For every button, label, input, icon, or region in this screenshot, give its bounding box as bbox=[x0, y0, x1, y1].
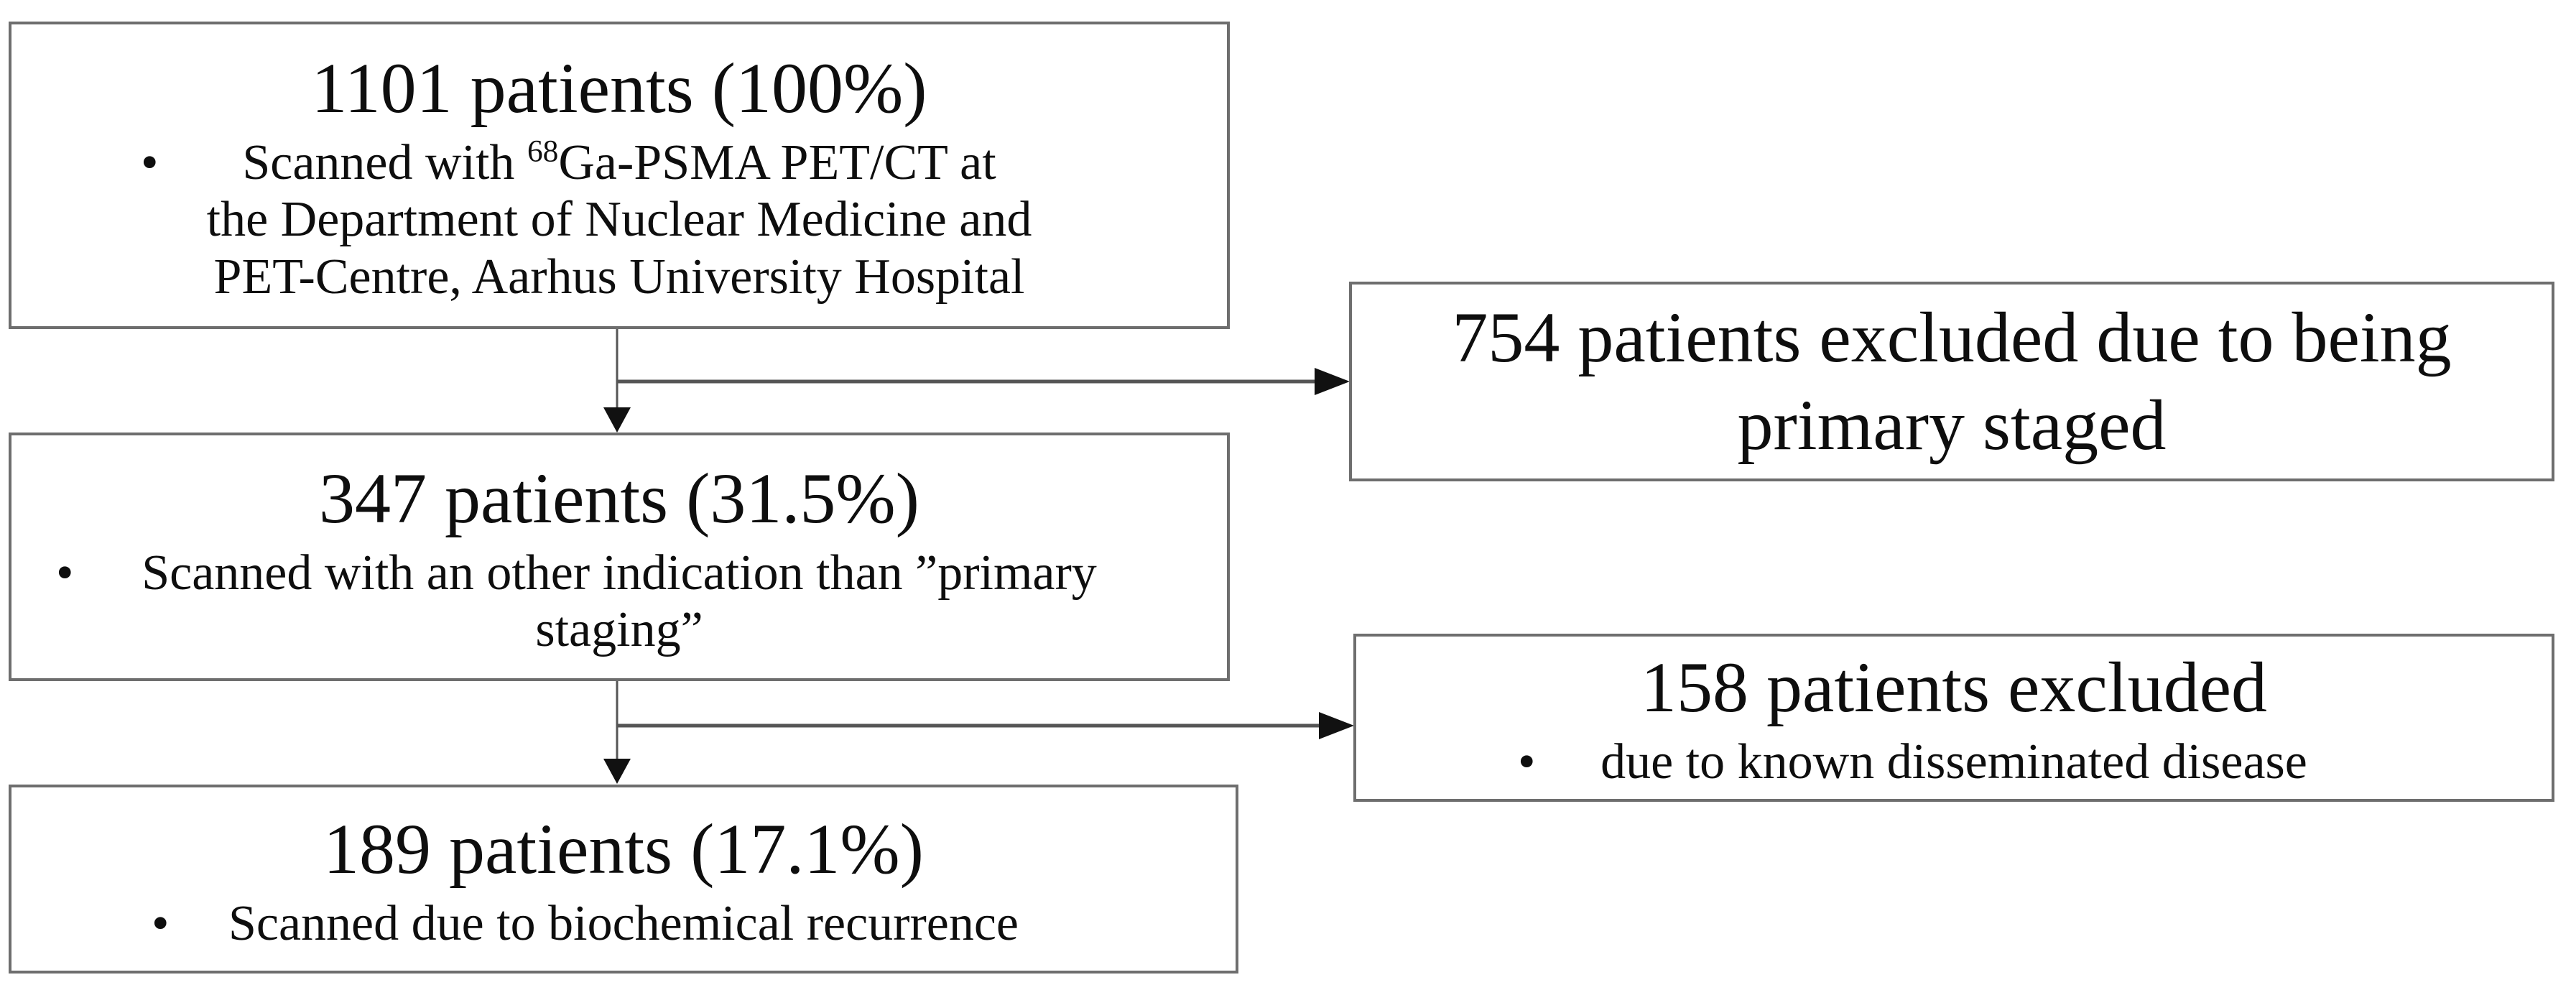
isotope-superscript: 68 bbox=[527, 134, 559, 170]
bullet-marker: • bbox=[1518, 734, 1536, 790]
bullet-row: • Scanned with 68Ga-PSMA PET/CT at the D… bbox=[11, 134, 1227, 305]
node-158-excluded: 158 patients excluded • due to known dis… bbox=[1353, 634, 2554, 802]
node-heading-347: 347 patients (31.5%) bbox=[319, 458, 919, 538]
bullet-text-suffix: Ga-PSMA PET/CT at the Department of Nucl… bbox=[206, 135, 1032, 305]
node-heading-189: 189 patients (17.1%) bbox=[323, 808, 924, 889]
arrowhead-right-icon bbox=[1315, 368, 1350, 395]
node-heading-1101: 1101 patients (100%) bbox=[311, 48, 927, 129]
bullet-marker: • bbox=[152, 895, 170, 951]
arrowhead-down-icon bbox=[603, 759, 631, 784]
bullet-row: • Scanned with an other indication than … bbox=[11, 545, 1227, 658]
bullet-marker: • bbox=[141, 135, 159, 191]
arrowhead-down-icon bbox=[603, 407, 631, 433]
arrowhead-right-icon bbox=[1319, 712, 1354, 739]
bullet-text-158: due to known disseminated disease bbox=[1600, 734, 2307, 790]
node-1101-patients: 1101 patients (100%) • Scanned with 68Ga… bbox=[9, 22, 1230, 329]
node-heading-158: 158 patients excluded bbox=[1641, 647, 2267, 728]
node-text-754: 754 patients excluded due to being prima… bbox=[1452, 297, 2452, 465]
node-347-patients: 347 patients (31.5%) • Scanned with an o… bbox=[9, 433, 1230, 681]
bullet-marker: • bbox=[56, 545, 74, 601]
bullet-text-1101: Scanned with 68Ga-PSMA PET/CT at the Dep… bbox=[206, 134, 1032, 305]
bullet-row: • due to known disseminated disease bbox=[1356, 734, 2552, 790]
node-754-excluded: 754 patients excluded due to being prima… bbox=[1349, 282, 2554, 481]
node-189-patients: 189 patients (17.1%) • Scanned due to bi… bbox=[9, 785, 1238, 974]
bullet-text-prefix: Scanned with bbox=[242, 135, 527, 191]
bullet-text-189: Scanned due to biochemical recurrence bbox=[228, 895, 1019, 951]
bullet-row: • Scanned due to biochemical recurrence bbox=[11, 895, 1236, 952]
bullet-text-347: Scanned with an other indication than ”p… bbox=[142, 545, 1097, 657]
